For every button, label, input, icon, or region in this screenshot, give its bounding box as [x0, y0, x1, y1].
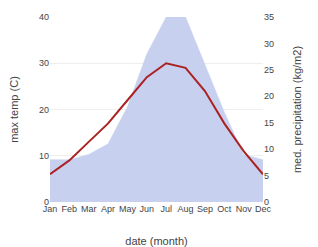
svg-text:max temp (C): max temp (C): [8, 76, 20, 143]
svg-text:0: 0: [44, 197, 49, 207]
svg-text:Sep: Sep: [197, 204, 213, 214]
svg-text:10: 10: [264, 144, 274, 154]
svg-text:40: 40: [39, 12, 49, 22]
svg-text:0: 0: [264, 197, 269, 207]
svg-text:5: 5: [264, 171, 269, 181]
svg-text:May: May: [119, 204, 137, 214]
svg-text:30: 30: [264, 39, 274, 49]
svg-text:Mar: Mar: [81, 204, 97, 214]
svg-text:35: 35: [264, 12, 274, 22]
svg-text:date (month): date (month): [125, 235, 187, 247]
svg-text:10: 10: [39, 151, 49, 161]
svg-text:30: 30: [39, 58, 49, 68]
svg-text:Jul: Jul: [160, 204, 172, 214]
svg-text:25: 25: [264, 65, 274, 75]
svg-text:Dec: Dec: [255, 204, 272, 214]
svg-text:med. precipitation (kg/m2): med. precipitation (kg/m2): [291, 46, 303, 173]
svg-text:Jun: Jun: [140, 204, 155, 214]
svg-text:Nov: Nov: [236, 204, 253, 214]
svg-text:20: 20: [264, 91, 274, 101]
svg-text:Apr: Apr: [101, 204, 115, 214]
svg-text:15: 15: [264, 118, 274, 128]
svg-text:20: 20: [39, 105, 49, 115]
svg-text:Oct: Oct: [217, 204, 232, 214]
svg-text:Jan: Jan: [43, 204, 58, 214]
svg-text:Aug: Aug: [178, 204, 194, 214]
svg-text:Feb: Feb: [62, 204, 78, 214]
